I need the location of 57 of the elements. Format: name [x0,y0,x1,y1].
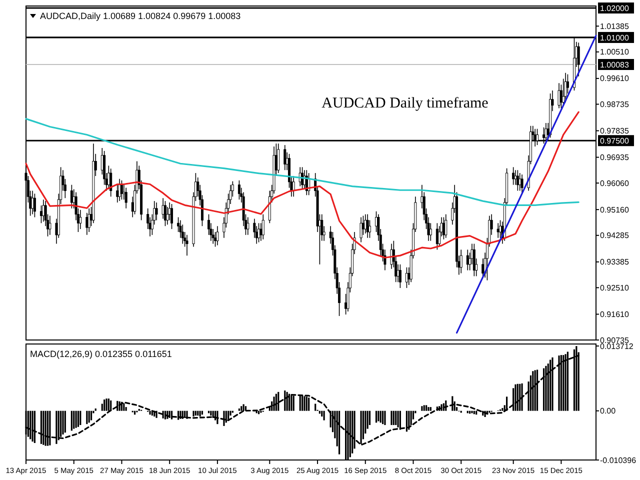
y-tick-label: 1.01385 [600,22,630,31]
candlestick [110,168,112,198]
candlestick [558,82,560,109]
candlestick [42,199,45,222]
candlestick [124,187,128,209]
candlestick [164,200,166,226]
candlestick [48,215,52,236]
line-series [25,118,580,206]
candlestick [70,184,73,209]
ref-line-label: 1.01000 [600,33,630,42]
candlestick [79,209,82,230]
candlestick [246,216,250,236]
y-tick-label: -0.010396 [600,456,637,465]
y-tick-label: 1.00510 [600,48,630,57]
y-tick-label: 0.95160 [600,205,630,214]
y-tick-label: 0.96060 [600,178,630,188]
candlestick [277,143,280,174]
ref-line-label: 0.97500 [600,136,630,146]
candlestick [577,42,580,77]
candlestick [460,249,462,274]
y-tick-label: 0.92510 [600,283,630,292]
y-tick-label: 0.98735 [600,100,630,110]
candlestick [118,178,121,202]
candlestick [181,224,184,244]
y-tick-label: 0.97835 [600,126,630,136]
candlestick [86,212,88,236]
candlestick [262,214,264,240]
y-tick-label: 0.96935 [600,153,630,162]
candlestick [31,190,34,215]
candlestick [155,202,158,221]
candlestick [398,264,402,288]
y-tick-label: 0.91610 [600,310,630,320]
candlestick [120,180,123,200]
annotation: AUDCAD Daily timeframe [322,96,489,112]
chart-title: AUDCAD,Daily 1.00689 1.00824 0.99679 1.00083 [40,11,241,21]
candlestick [520,174,524,194]
ref-line-label: 1.00083 [600,60,630,70]
y-tick-label: 0.94285 [600,231,630,240]
y-tick-label: 0.93385 [600,258,630,267]
candlestick [186,234,188,256]
candlestick [238,180,240,200]
candlestick [496,222,500,238]
candlestick [216,226,219,246]
chart-title: MACD(12,26,9) 0.012355 0.011651 [30,349,172,359]
y-tick-label: 0.99610 [600,74,630,84]
y-tick-label: 0.00 [600,406,616,416]
candlestick [512,166,515,186]
candlestick [284,144,286,170]
candlestick [88,208,90,232]
candlestick [170,204,174,230]
ref-line-label: 1.02000 [600,4,630,13]
candlestick [33,193,36,218]
candlestick [472,243,476,277]
candlestick [360,216,362,243]
candlestick [564,72,567,103]
candlestick [444,214,448,238]
candlestick [366,214,369,238]
